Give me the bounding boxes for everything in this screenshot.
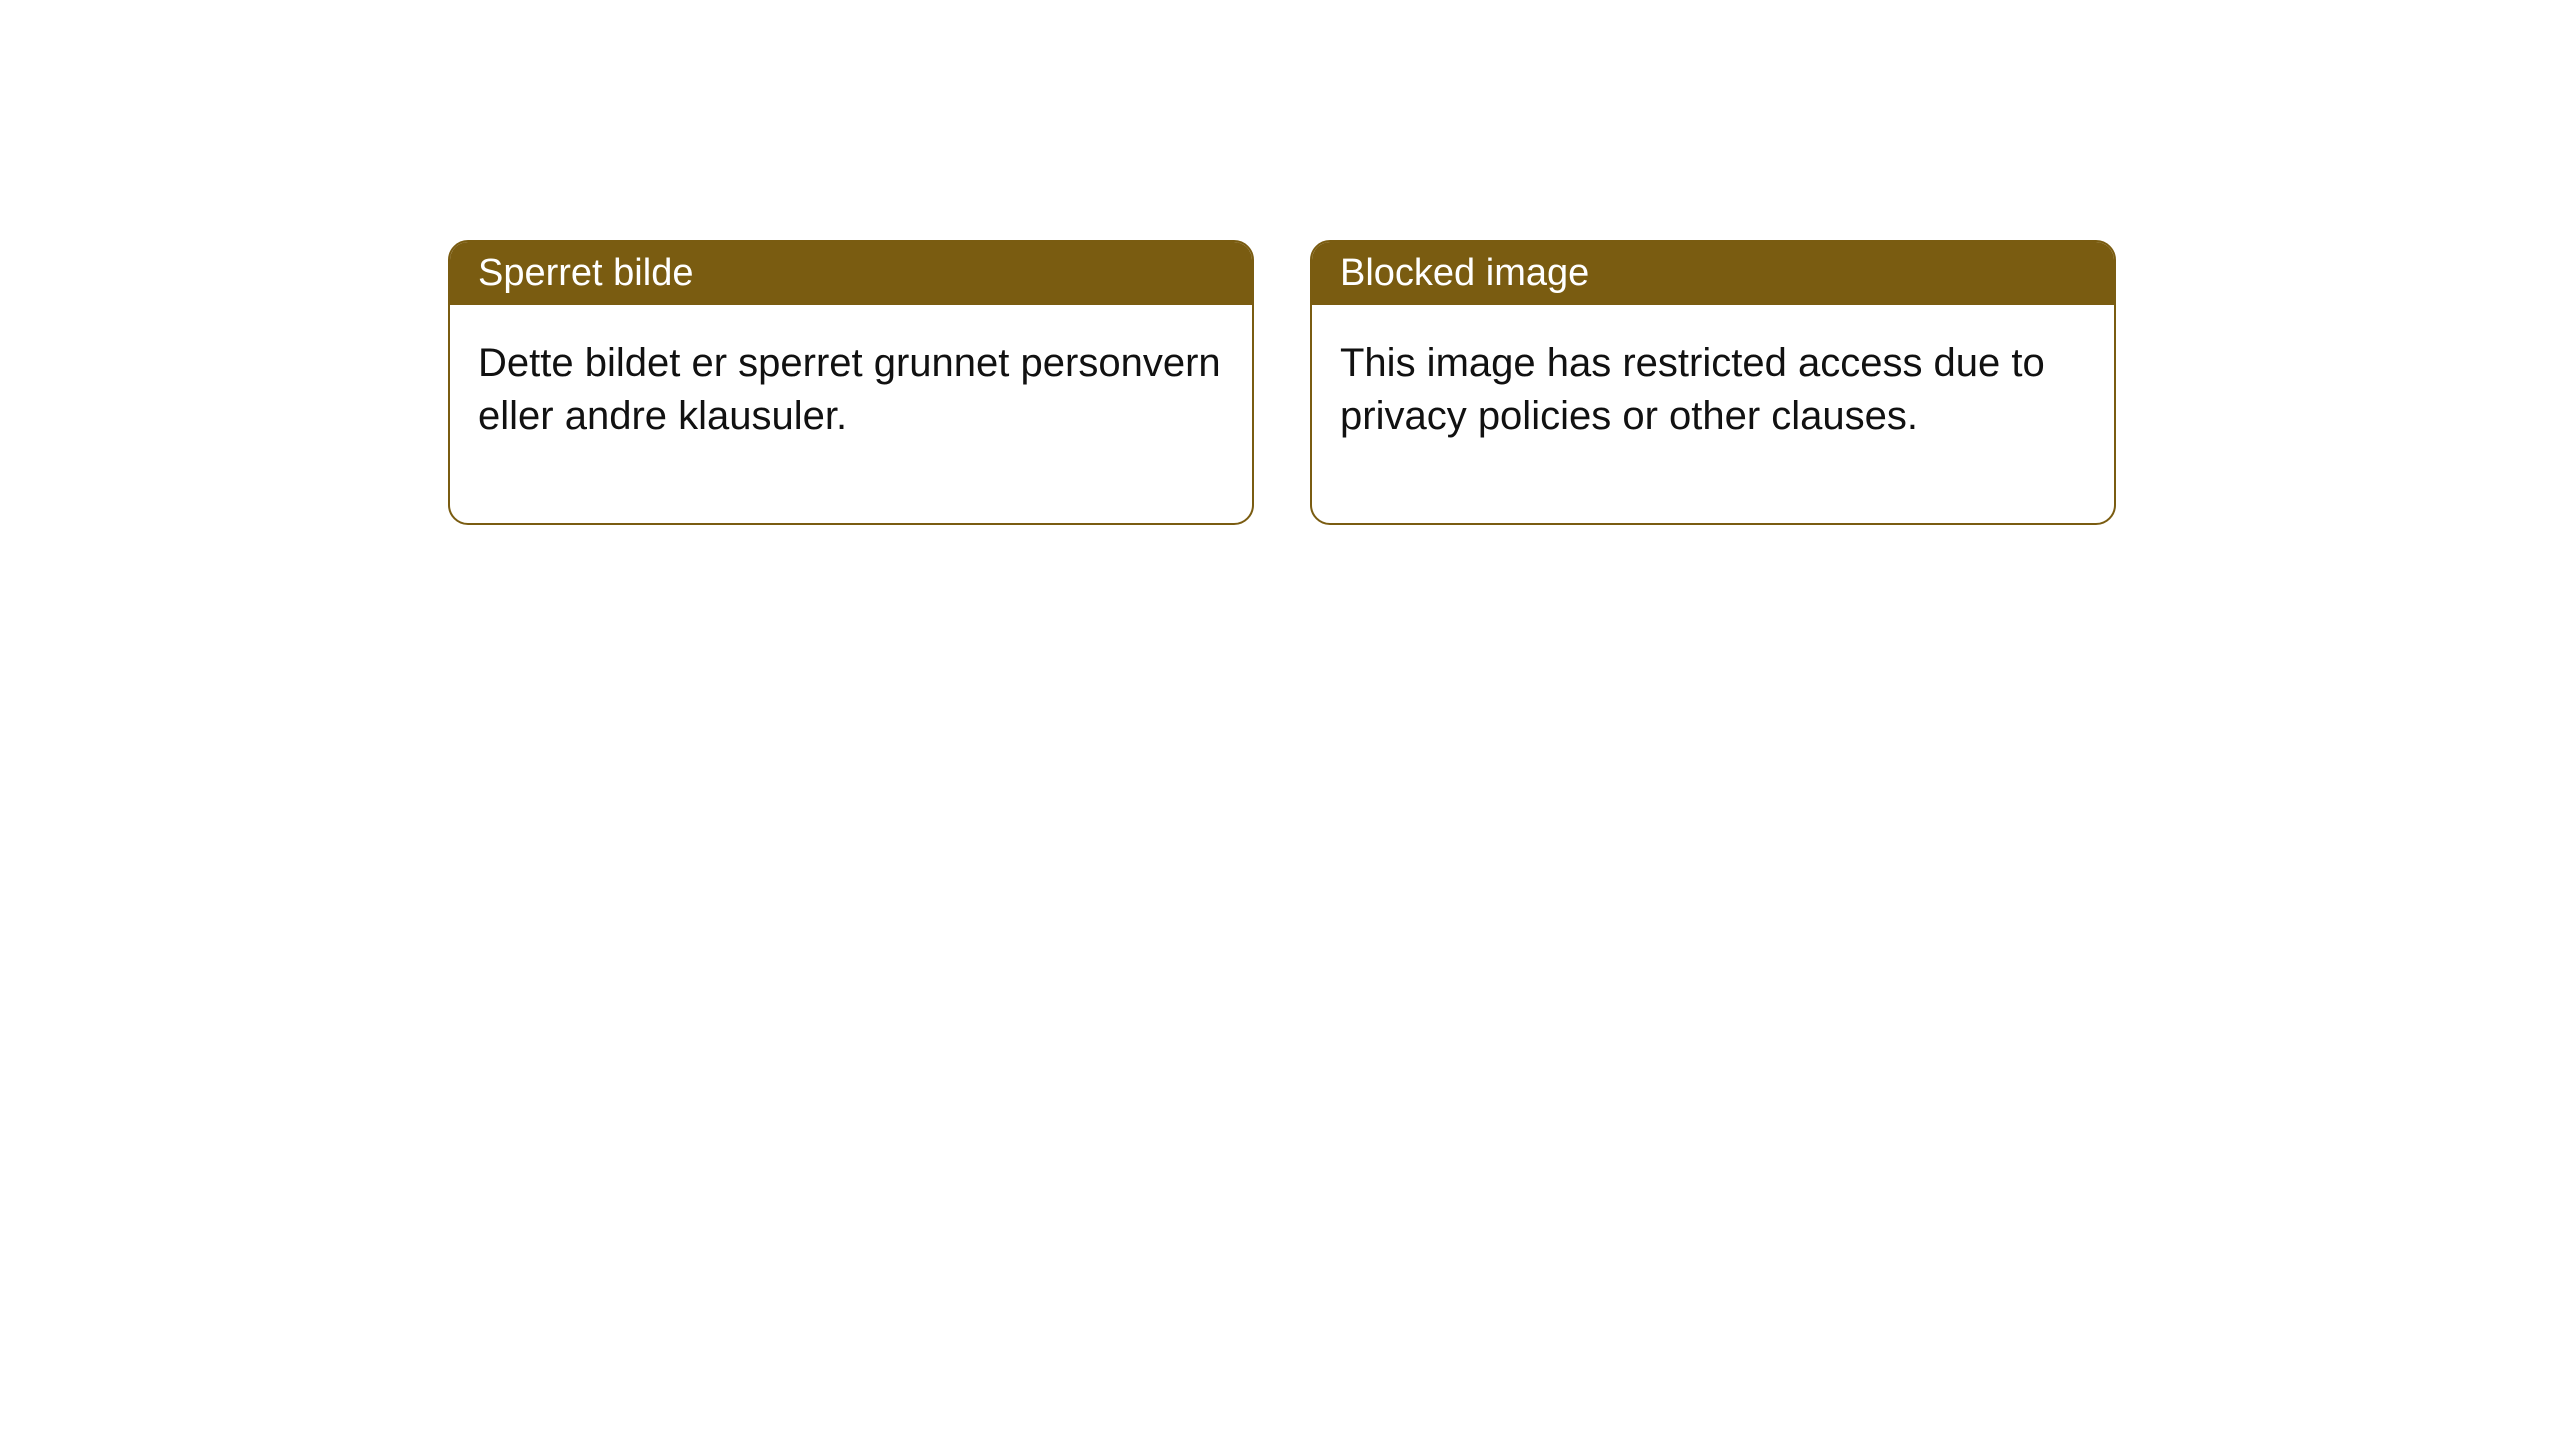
card-body-text: This image has restricted access due to … bbox=[1340, 341, 2045, 438]
card-body: Dette bildet er sperret grunnet personve… bbox=[450, 305, 1252, 523]
notice-card-norwegian: Sperret bilde Dette bildet er sperret gr… bbox=[448, 240, 1254, 525]
card-header: Sperret bilde bbox=[450, 242, 1252, 305]
card-body: This image has restricted access due to … bbox=[1312, 305, 2114, 523]
card-title: Blocked image bbox=[1340, 252, 1589, 294]
notice-cards-container: Sperret bilde Dette bildet er sperret gr… bbox=[448, 240, 2116, 525]
card-title: Sperret bilde bbox=[478, 252, 693, 294]
card-body-text: Dette bildet er sperret grunnet personve… bbox=[478, 341, 1221, 438]
card-header: Blocked image bbox=[1312, 242, 2114, 305]
notice-card-english: Blocked image This image has restricted … bbox=[1310, 240, 2116, 525]
